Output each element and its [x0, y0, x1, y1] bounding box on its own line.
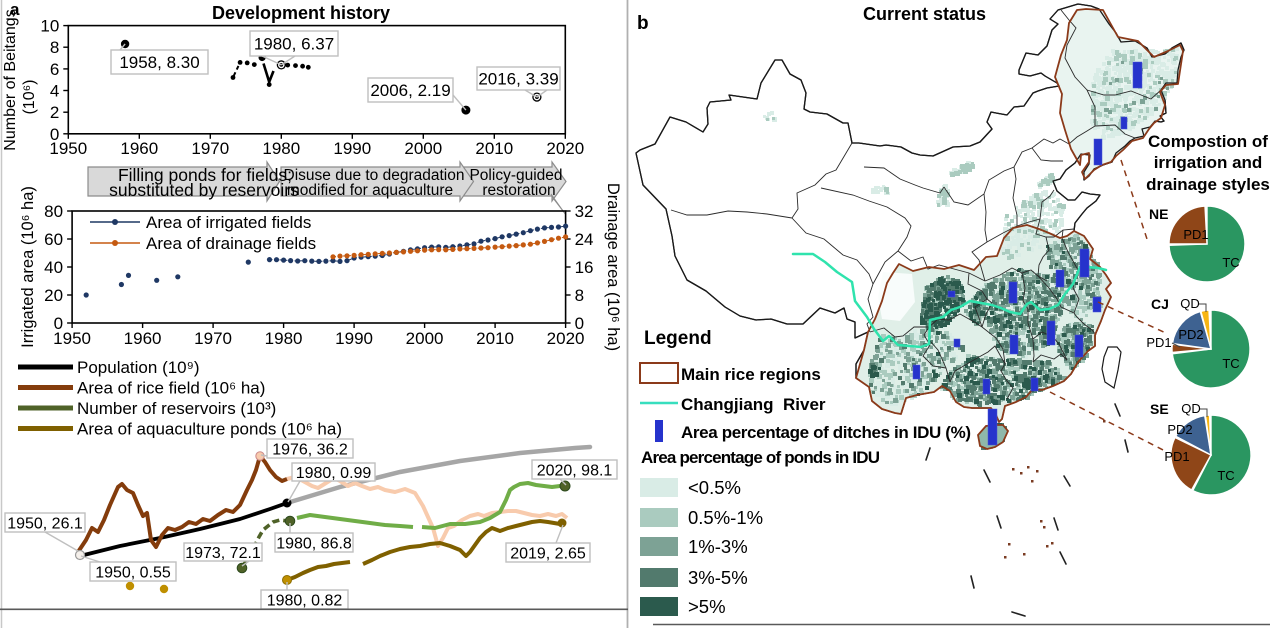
svg-text:Changjiang River: Changjiang River: [681, 395, 826, 414]
svg-text:QD: QD: [1180, 296, 1200, 311]
svg-text:restoration: restoration: [482, 182, 555, 199]
svg-text:0: 0: [575, 314, 584, 333]
svg-text:Area percentage of ditches in: Area percentage of ditches in IDU (%): [681, 423, 971, 442]
svg-text:Disuse due to degradation: Disuse due to degradation: [284, 167, 465, 184]
svg-text:PD2: PD2: [1167, 422, 1192, 437]
svg-text:16: 16: [575, 258, 594, 277]
svg-text:PD1: PD1: [1183, 227, 1208, 242]
svg-text:1980, 0.82: 1980, 0.82: [267, 593, 343, 610]
svg-text:1950, 26.1: 1950, 26.1: [7, 516, 83, 533]
svg-text:2000: 2000: [406, 329, 444, 348]
svg-text:2006, 2.19: 2006, 2.19: [370, 81, 450, 100]
svg-text:2010: 2010: [476, 329, 514, 348]
svg-text:1990: 1990: [335, 329, 373, 348]
svg-text:0: 0: [50, 125, 59, 144]
svg-text:Irrigated area (10⁶ ha): Irrigated area (10⁶ ha): [19, 186, 37, 348]
svg-text:4: 4: [50, 82, 59, 101]
svg-text:2010: 2010: [475, 139, 513, 158]
svg-text:1973, 72.1: 1973, 72.1: [185, 545, 261, 562]
svg-text:CJ: CJ: [1151, 296, 1169, 312]
svg-text:1950: 1950: [49, 139, 87, 158]
svg-text:TC: TC: [1217, 468, 1234, 483]
svg-text:8: 8: [50, 38, 59, 57]
svg-text:Number of Beitangs: Number of Beitangs: [2, 9, 19, 150]
svg-text:2016, 3.39: 2016, 3.39: [478, 70, 558, 89]
svg-text:24: 24: [575, 230, 594, 249]
svg-text:20: 20: [44, 286, 63, 305]
svg-text:PD2: PD2: [1178, 327, 1203, 342]
svg-text:1950: 1950: [53, 329, 91, 348]
svg-text:Area of irrigated fields: Area of irrigated fields: [146, 213, 311, 232]
svg-text:QD: QD: [1181, 401, 1201, 416]
svg-text:Filling ponds for fields;: Filling ponds for fields;: [118, 165, 292, 185]
svg-text:Population (10⁹): Population (10⁹): [77, 358, 200, 377]
svg-text:80: 80: [44, 202, 63, 221]
svg-text:1970: 1970: [194, 329, 232, 348]
svg-text:1980, 0.99: 1980, 0.99: [296, 465, 372, 482]
svg-text:2: 2: [50, 103, 59, 122]
svg-text:2000: 2000: [404, 139, 442, 158]
svg-text:<0.5%: <0.5%: [688, 477, 741, 498]
svg-text:Area of aquaculture ponds (10⁶: Area of aquaculture ponds (10⁶ ha): [77, 420, 342, 439]
svg-text:Compostion of: Compostion of: [1148, 132, 1268, 151]
svg-text:1950, 0.55: 1950, 0.55: [95, 565, 171, 582]
svg-text:3%-5%: 3%-5%: [688, 567, 748, 588]
svg-text:PD1: PD1: [1164, 449, 1189, 464]
svg-text:Area of rice field (10⁶ ha): Area of rice field (10⁶ ha): [77, 379, 265, 398]
svg-text:1980: 1980: [265, 329, 303, 348]
svg-text:modified for aquaculture: modified for aquaculture: [287, 182, 453, 199]
svg-text:b: b: [637, 13, 649, 34]
svg-text:irrigation and: irrigation and: [1154, 153, 1263, 172]
svg-text:drainage styles: drainage styles: [1146, 175, 1270, 194]
svg-text:2019, 2.65: 2019, 2.65: [510, 546, 586, 563]
svg-text:1958, 8.30: 1958, 8.30: [119, 53, 199, 72]
svg-text:1980, 86.8: 1980, 86.8: [276, 536, 352, 553]
svg-text:NE: NE: [1149, 206, 1168, 222]
svg-text:SE: SE: [1150, 401, 1169, 417]
svg-text:60: 60: [44, 230, 63, 249]
svg-text:1990: 1990: [333, 139, 371, 158]
svg-text:10: 10: [40, 17, 59, 36]
svg-text:substituted by reservoirs: substituted by reservoirs: [109, 180, 299, 200]
svg-text:1960: 1960: [124, 329, 162, 348]
svg-text:PD1: PD1: [1146, 335, 1171, 350]
svg-text:0: 0: [54, 314, 63, 333]
svg-text:2020, 98.1: 2020, 98.1: [537, 463, 613, 480]
svg-text:1980: 1980: [262, 139, 300, 158]
svg-text:>5%: >5%: [688, 596, 726, 617]
svg-text:Main rice regions: Main rice regions: [681, 365, 821, 384]
svg-text:6: 6: [50, 60, 59, 79]
svg-text:(10⁶): (10⁶): [21, 79, 38, 114]
svg-text:Policy-guided: Policy-guided: [469, 167, 562, 184]
svg-text:0.5%-1%: 0.5%-1%: [688, 507, 763, 528]
svg-text:1960: 1960: [120, 139, 158, 158]
svg-text:Area percentage of ponds in ID: Area percentage of ponds in IDU: [641, 448, 880, 467]
svg-text:TC: TC: [1222, 356, 1239, 371]
svg-text:2020: 2020: [546, 139, 584, 158]
svg-text:8: 8: [575, 286, 584, 305]
svg-text:1976, 36.2: 1976, 36.2: [272, 442, 348, 459]
svg-text:1%-3%: 1%-3%: [688, 536, 748, 557]
svg-text:32: 32: [575, 202, 594, 221]
svg-text:a: a: [10, 0, 20, 19]
svg-text:Development history: Development history: [212, 3, 390, 23]
svg-text:Drainage area (10⁶ ha): Drainage area (10⁶ ha): [604, 183, 622, 351]
svg-text:2020: 2020: [547, 329, 585, 348]
svg-text:40: 40: [44, 258, 63, 277]
svg-text:TC: TC: [1222, 255, 1239, 270]
svg-text:Current status: Current status: [863, 4, 986, 24]
svg-text:Number of reservoirs (10³): Number of reservoirs (10³): [77, 399, 276, 418]
svg-text:1970: 1970: [191, 139, 229, 158]
svg-text:Area of drainage fields: Area of drainage fields: [146, 234, 316, 253]
svg-text:Legend: Legend: [644, 328, 712, 349]
svg-text:1980, 6.37: 1980, 6.37: [254, 35, 334, 54]
